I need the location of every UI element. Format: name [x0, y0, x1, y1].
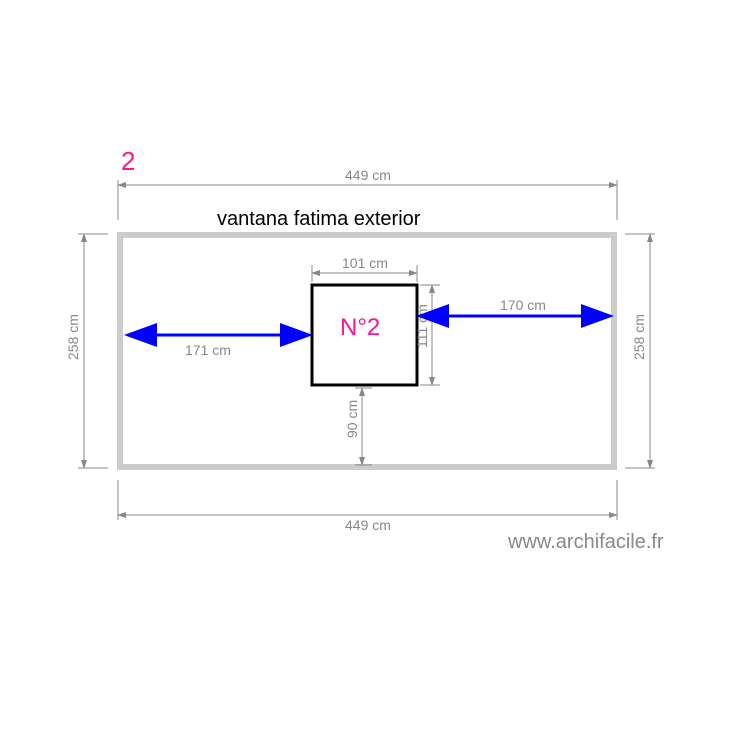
dim-inner-right-label: 111 cm: [414, 304, 430, 348]
dim-inner-top-label: 101 cm: [342, 255, 388, 271]
page-number: 2: [121, 146, 135, 176]
dim-top-label: 449 cm: [345, 167, 391, 183]
dimension-right: 258 cm: [625, 234, 655, 468]
blue-left-label: 171 cm: [185, 342, 231, 358]
inner-label: N°2: [340, 314, 380, 341]
dim-left-label: 258 cm: [65, 314, 81, 360]
dim-bottom-label: 449 cm: [345, 517, 391, 533]
blue-arrow-right: 170 cm: [422, 297, 608, 316]
floorplan-diagram: 2 vantana fatima exterior N°2 449 cm 449…: [0, 0, 750, 750]
dim-inner-bottom-label: 90 cm: [344, 400, 360, 438]
dimension-bottom: 449 cm: [118, 480, 617, 533]
dimension-left: 258 cm: [65, 234, 108, 468]
blue-arrow-left: 171 cm: [130, 335, 307, 358]
page-title: vantana fatima exterior: [217, 208, 421, 230]
dimension-inner-top: 101 cm: [312, 255, 417, 282]
dimension-inner-bottom: 90 cm: [344, 388, 372, 465]
dim-right-label: 258 cm: [631, 314, 647, 360]
blue-right-label: 170 cm: [500, 297, 546, 313]
watermark: www.archifacile.fr: [507, 531, 664, 553]
